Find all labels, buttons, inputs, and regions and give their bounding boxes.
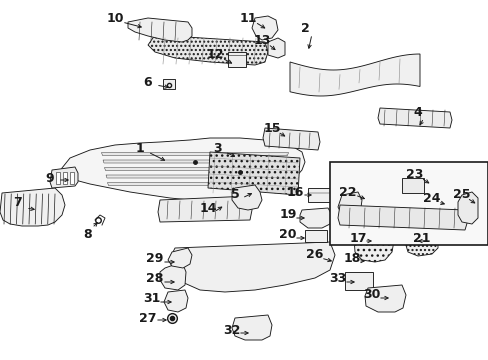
Text: 19: 19 xyxy=(279,208,296,221)
Polygon shape xyxy=(107,183,282,185)
Text: 13: 13 xyxy=(253,33,270,46)
Polygon shape xyxy=(128,18,192,42)
Polygon shape xyxy=(102,153,288,156)
Polygon shape xyxy=(251,16,278,40)
Bar xyxy=(345,272,372,290)
Polygon shape xyxy=(337,192,361,218)
Text: 22: 22 xyxy=(339,185,356,198)
Polygon shape xyxy=(103,160,286,163)
Text: 18: 18 xyxy=(343,252,360,265)
Polygon shape xyxy=(364,285,405,312)
Polygon shape xyxy=(158,196,251,222)
Text: 11: 11 xyxy=(239,12,256,24)
Text: 31: 31 xyxy=(143,292,161,305)
Polygon shape xyxy=(160,262,185,290)
Polygon shape xyxy=(168,248,192,268)
Bar xyxy=(329,162,487,245)
Text: 26: 26 xyxy=(305,248,323,261)
Bar xyxy=(63,172,67,184)
Polygon shape xyxy=(404,225,437,256)
Polygon shape xyxy=(267,38,285,58)
Bar xyxy=(305,230,326,242)
Text: 14: 14 xyxy=(199,202,216,215)
Polygon shape xyxy=(353,225,394,262)
Text: 21: 21 xyxy=(412,231,430,244)
Text: 29: 29 xyxy=(146,252,163,265)
Text: 3: 3 xyxy=(213,141,222,154)
Text: 6: 6 xyxy=(143,76,152,89)
Text: 20: 20 xyxy=(279,229,296,242)
Text: 1: 1 xyxy=(135,141,144,154)
Polygon shape xyxy=(0,188,65,226)
Bar xyxy=(70,172,74,184)
Polygon shape xyxy=(163,290,187,312)
Polygon shape xyxy=(148,35,267,65)
Text: 12: 12 xyxy=(206,49,224,62)
Bar xyxy=(163,79,175,89)
Polygon shape xyxy=(289,54,419,96)
Text: 23: 23 xyxy=(406,168,423,181)
Text: 4: 4 xyxy=(413,105,422,118)
Polygon shape xyxy=(50,167,78,188)
Polygon shape xyxy=(104,167,285,171)
Polygon shape xyxy=(207,152,299,195)
Polygon shape xyxy=(457,192,477,224)
Text: 28: 28 xyxy=(146,271,163,284)
Polygon shape xyxy=(170,242,334,292)
Text: 16: 16 xyxy=(286,185,303,198)
Text: 17: 17 xyxy=(348,231,366,244)
Polygon shape xyxy=(299,208,331,228)
Text: 33: 33 xyxy=(329,271,346,284)
Polygon shape xyxy=(377,108,451,128)
Text: 15: 15 xyxy=(263,122,280,135)
Text: 8: 8 xyxy=(83,229,92,242)
Text: 27: 27 xyxy=(139,311,157,324)
Polygon shape xyxy=(337,205,467,230)
Text: 24: 24 xyxy=(423,192,440,204)
Text: 2: 2 xyxy=(300,22,309,35)
Polygon shape xyxy=(231,315,271,340)
Text: 10: 10 xyxy=(106,12,123,24)
Polygon shape xyxy=(106,175,284,178)
Text: 7: 7 xyxy=(14,195,22,208)
Bar xyxy=(307,188,335,202)
Polygon shape xyxy=(231,185,262,210)
Bar xyxy=(401,178,423,193)
Polygon shape xyxy=(58,138,305,200)
Bar xyxy=(56,172,60,184)
Text: 9: 9 xyxy=(45,171,54,184)
Polygon shape xyxy=(263,128,319,150)
Text: 30: 30 xyxy=(363,288,380,302)
Text: 32: 32 xyxy=(223,324,240,337)
Text: 5: 5 xyxy=(230,189,239,202)
Text: 25: 25 xyxy=(452,189,470,202)
Bar xyxy=(227,52,245,67)
